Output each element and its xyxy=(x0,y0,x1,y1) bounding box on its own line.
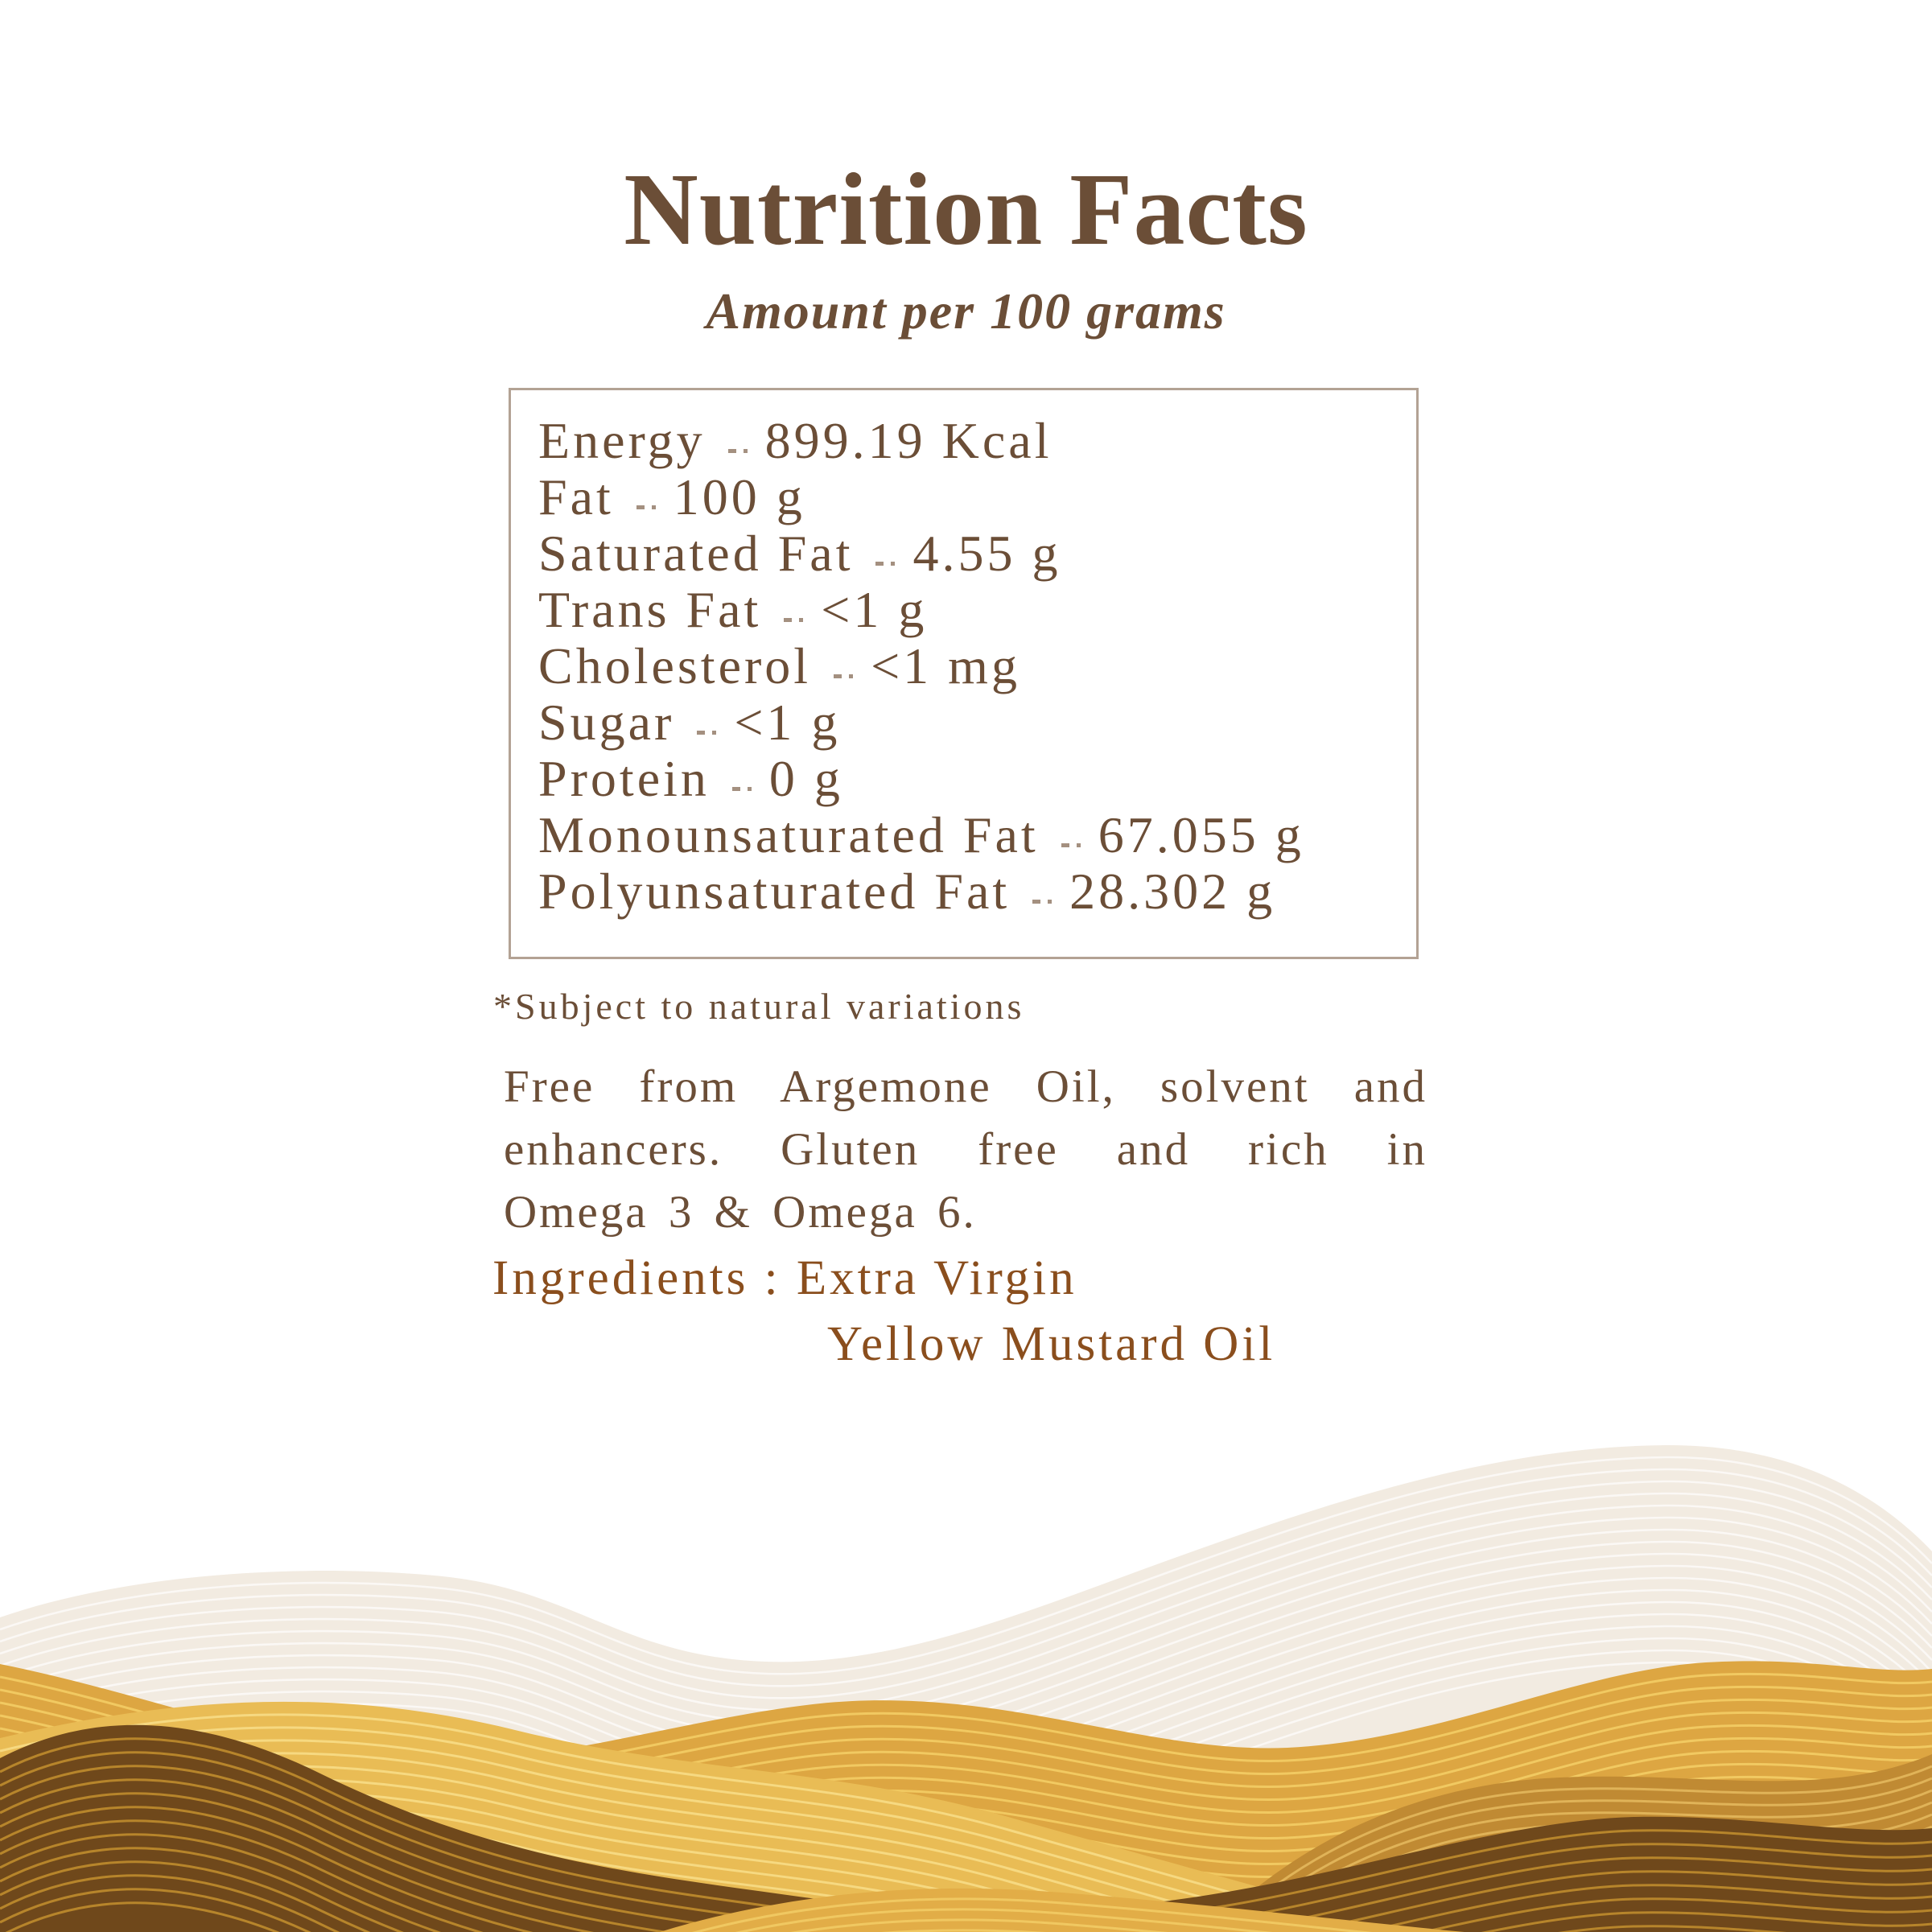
row-label: Trans Fat xyxy=(538,581,762,638)
description-line: Free from Argemone Oil, solvent and xyxy=(504,1061,1427,1112)
dotted-leader xyxy=(636,505,656,509)
wave-layer-cream xyxy=(0,1444,1932,1932)
table-row: Polyunsaturated Fat 28.302 g xyxy=(538,862,1392,920)
row-label: Protein xyxy=(538,750,710,807)
dotted-leader xyxy=(875,562,896,566)
table-row: Energy 899.19 Kcal xyxy=(538,411,1392,469)
ingredients-line: Ingredients : Extra Virgin xyxy=(492,1251,1077,1305)
header: Nutrition Facts Amount per 100 grams xyxy=(0,158,1932,341)
table-row: Cholesterol <1 mg xyxy=(538,636,1392,694)
row-value: <1 mg xyxy=(871,637,1020,694)
row-value: 0 g xyxy=(768,750,843,807)
table-row: Monounsaturated Fat 67.055 g xyxy=(538,805,1392,863)
dotted-leader xyxy=(697,731,717,735)
description-line: Omega 3 & Omega 6. xyxy=(504,1187,977,1238)
dotted-leader xyxy=(731,787,752,791)
dotted-leader xyxy=(834,674,854,678)
row-label: Polyunsaturated Fat xyxy=(538,863,1011,920)
row-value: 899.19 Kcal xyxy=(764,412,1053,469)
row-label: Energy xyxy=(538,412,706,469)
row-value: <1 g xyxy=(821,581,928,638)
footnote: *Subject to natural variations xyxy=(493,986,1025,1027)
wave-layer-gold-front xyxy=(660,1888,1464,1932)
row-label: Sugar xyxy=(538,694,675,751)
ingredients: Ingredients : Extra Virgin Yellow Mustar… xyxy=(492,1246,1275,1378)
ingredients-line: Yellow Mustard Oil xyxy=(827,1317,1276,1371)
row-value: 28.302 g xyxy=(1069,863,1276,920)
wave-layer-ochre xyxy=(1207,1754,1932,1932)
nutrition-table: Energy 899.19 Kcal Fat 100 g Saturated F… xyxy=(509,388,1419,959)
row-label: Cholesterol xyxy=(538,637,812,694)
wave-layer-brown xyxy=(0,1724,1932,1932)
table-row: Protein 0 g xyxy=(538,749,1392,807)
row-value: <1 g xyxy=(734,694,841,751)
table-row: Trans Fat <1 g xyxy=(538,580,1392,638)
page-title: Nutrition Facts xyxy=(624,152,1308,266)
dotted-leader xyxy=(1061,843,1081,847)
dotted-leader xyxy=(727,449,748,453)
table-row: Fat 100 g xyxy=(538,468,1392,525)
row-label: Fat xyxy=(538,468,614,525)
row-value: 4.55 g xyxy=(912,525,1061,582)
page-subtitle: Amount per 100 grams xyxy=(706,282,1226,340)
table-row: Saturated Fat 4.55 g xyxy=(538,524,1392,582)
wave-layer-gold-light xyxy=(0,1701,1416,1932)
row-value: 100 g xyxy=(673,468,805,525)
dotted-leader xyxy=(784,618,804,622)
description-paragraph: Free from Argemone Oil, solvent and enha… xyxy=(504,1056,1427,1244)
row-label: Saturated Fat xyxy=(538,525,854,582)
description-line: enhancers. Gluten free and rich in xyxy=(504,1124,1427,1175)
dotted-leader xyxy=(1032,900,1053,904)
row-value: 67.055 g xyxy=(1098,806,1304,863)
wave-layer-gold xyxy=(0,1661,1932,1932)
row-label: Monounsaturated Fat xyxy=(538,806,1039,863)
table-row: Sugar <1 g xyxy=(538,693,1392,751)
